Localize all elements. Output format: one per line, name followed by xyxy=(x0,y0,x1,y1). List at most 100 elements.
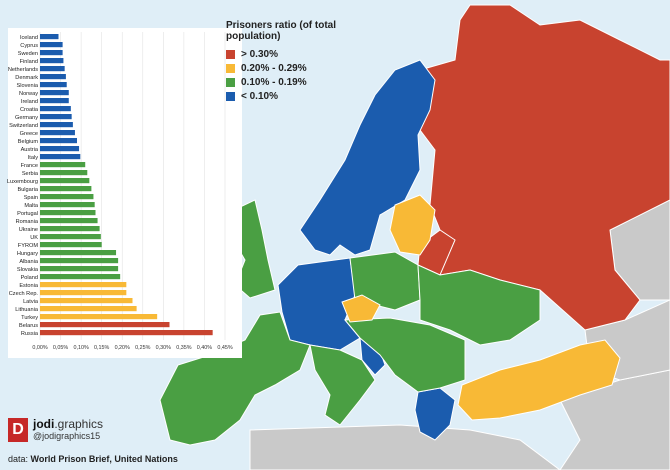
legend-item-above-0-30: > 0.30% xyxy=(226,48,376,61)
tick-label: 0,15% xyxy=(94,345,109,351)
balkans-shape xyxy=(343,317,466,393)
bar-denmark xyxy=(40,74,66,80)
bar-uk xyxy=(40,234,101,240)
bar-ireland xyxy=(40,98,69,104)
legend-title: Prisoners ratio (of total population) xyxy=(226,20,337,42)
bar-slovenia xyxy=(40,82,67,88)
tick-label: 0,20% xyxy=(115,345,130,351)
category-label: Czech Rep. xyxy=(9,291,39,297)
bar-switzerland xyxy=(40,122,73,128)
category-label: Portugal xyxy=(17,211,38,217)
tick-label: 0,10% xyxy=(73,345,88,351)
tick-label: 0,05% xyxy=(53,345,68,351)
brand-handle: @jodigraphics15 xyxy=(33,431,101,441)
category-label: France xyxy=(21,163,38,169)
bar-lithuania xyxy=(40,306,137,312)
category-label: Belgium xyxy=(18,139,39,145)
legend-label: 0.20% - 0.29% xyxy=(241,63,307,74)
category-label: Ukraine xyxy=(19,227,38,233)
legend-item-0-10-to-0-19: 0.10% - 0.19% xyxy=(226,76,376,89)
category-label: Latvia xyxy=(23,299,39,305)
bar-iceland xyxy=(40,34,59,40)
category-label: Hungary xyxy=(17,251,38,257)
category-label: Switzerland xyxy=(9,123,38,129)
bar-poland xyxy=(40,274,121,280)
bar-estonia xyxy=(40,282,127,288)
region-0-20-to-0-29 xyxy=(341,194,621,421)
tick-label: 0,25% xyxy=(135,345,150,351)
legend-label: > 0.30% xyxy=(241,49,278,60)
bar-croatia xyxy=(40,106,71,112)
category-label: Albania xyxy=(19,259,39,265)
prison-ratio-bar-chart: Iceland Cyprus Sweden Finland Netherlands Den… xyxy=(7,28,242,358)
category-label: UK xyxy=(30,235,38,241)
category-label: Cyprus xyxy=(20,43,38,49)
tick-label: 0,00% xyxy=(32,345,47,351)
legend-swatch xyxy=(226,78,235,87)
region-0-10-to-0-19 xyxy=(159,199,541,446)
source-text: World Prison Brief, United Nations xyxy=(30,454,178,464)
bar-hungary xyxy=(40,250,117,256)
category-label: Austria xyxy=(21,147,39,153)
category-label: FYROM xyxy=(18,243,39,249)
category-label: Sweden xyxy=(18,51,38,57)
tick-label: 0,45% xyxy=(217,345,232,351)
scandinavia-shape xyxy=(299,59,436,256)
category-label: Turkey xyxy=(21,315,38,321)
bar-france xyxy=(40,162,86,168)
category-label: Poland xyxy=(21,275,38,281)
source-prefix: data: xyxy=(8,454,31,464)
category-label: Spain xyxy=(24,195,38,201)
category-label: Slovakia xyxy=(17,267,39,273)
category-label: Ireland xyxy=(21,99,38,105)
bar-belgium xyxy=(40,138,77,144)
bar-slovakia xyxy=(40,266,119,272)
brand-name-bold: jodi xyxy=(33,417,55,431)
tick-label: 0,35% xyxy=(176,345,191,351)
legend-item-below-0-10: < 0.10% xyxy=(226,90,376,103)
bar-belarus xyxy=(40,322,170,328)
category-label: Malta xyxy=(24,203,39,209)
legend-swatch xyxy=(226,64,235,73)
france-spain-shape xyxy=(159,311,311,446)
category-label: Netherlands xyxy=(8,67,38,73)
bar-romania xyxy=(40,218,98,224)
category-label: Croatia xyxy=(20,107,39,113)
bar-latvia xyxy=(40,298,133,304)
category-label: Bulgaria xyxy=(17,187,38,193)
legend-swatch xyxy=(226,92,235,101)
baltics-shape xyxy=(389,194,436,256)
legend-label: 0.10% - 0.19% xyxy=(241,77,307,88)
bar-cyprus xyxy=(40,42,63,48)
brand-logo-icon: D xyxy=(8,418,28,442)
bar-czech-rep- xyxy=(40,290,127,296)
category-label: Romania xyxy=(16,219,39,225)
legend-label: < 0.10% xyxy=(241,91,278,102)
bar-ukraine xyxy=(40,226,100,232)
category-label: Russia xyxy=(21,331,39,337)
bar-albania xyxy=(40,258,119,264)
bar-spain xyxy=(40,194,94,200)
category-label: Serbia xyxy=(22,171,39,177)
bar-fyrom xyxy=(40,242,102,248)
bar-finland xyxy=(40,58,64,64)
bar-malta xyxy=(40,202,95,208)
category-label: Iceland xyxy=(20,35,38,41)
legend: Prisoners ratio (of total population) > … xyxy=(226,20,376,104)
bar-turkey xyxy=(40,314,158,320)
italy-shape xyxy=(309,344,376,426)
category-label: Lithuania xyxy=(15,307,39,313)
category-label: Belarus xyxy=(19,323,38,329)
turkey-shape xyxy=(457,339,621,421)
tick-label: 0,40% xyxy=(197,345,212,351)
category-label: Norway xyxy=(19,91,38,97)
greece-shape xyxy=(414,387,456,441)
bar-serbia xyxy=(40,170,88,176)
bar-austria xyxy=(40,146,80,152)
bar-norway xyxy=(40,90,69,96)
bar-bulgaria xyxy=(40,186,92,192)
ukraine-shape xyxy=(417,264,541,346)
category-label: Germany xyxy=(15,115,38,121)
data-source: data: World Prison Brief, United Nations xyxy=(8,454,178,464)
category-label: Finland xyxy=(20,59,38,65)
